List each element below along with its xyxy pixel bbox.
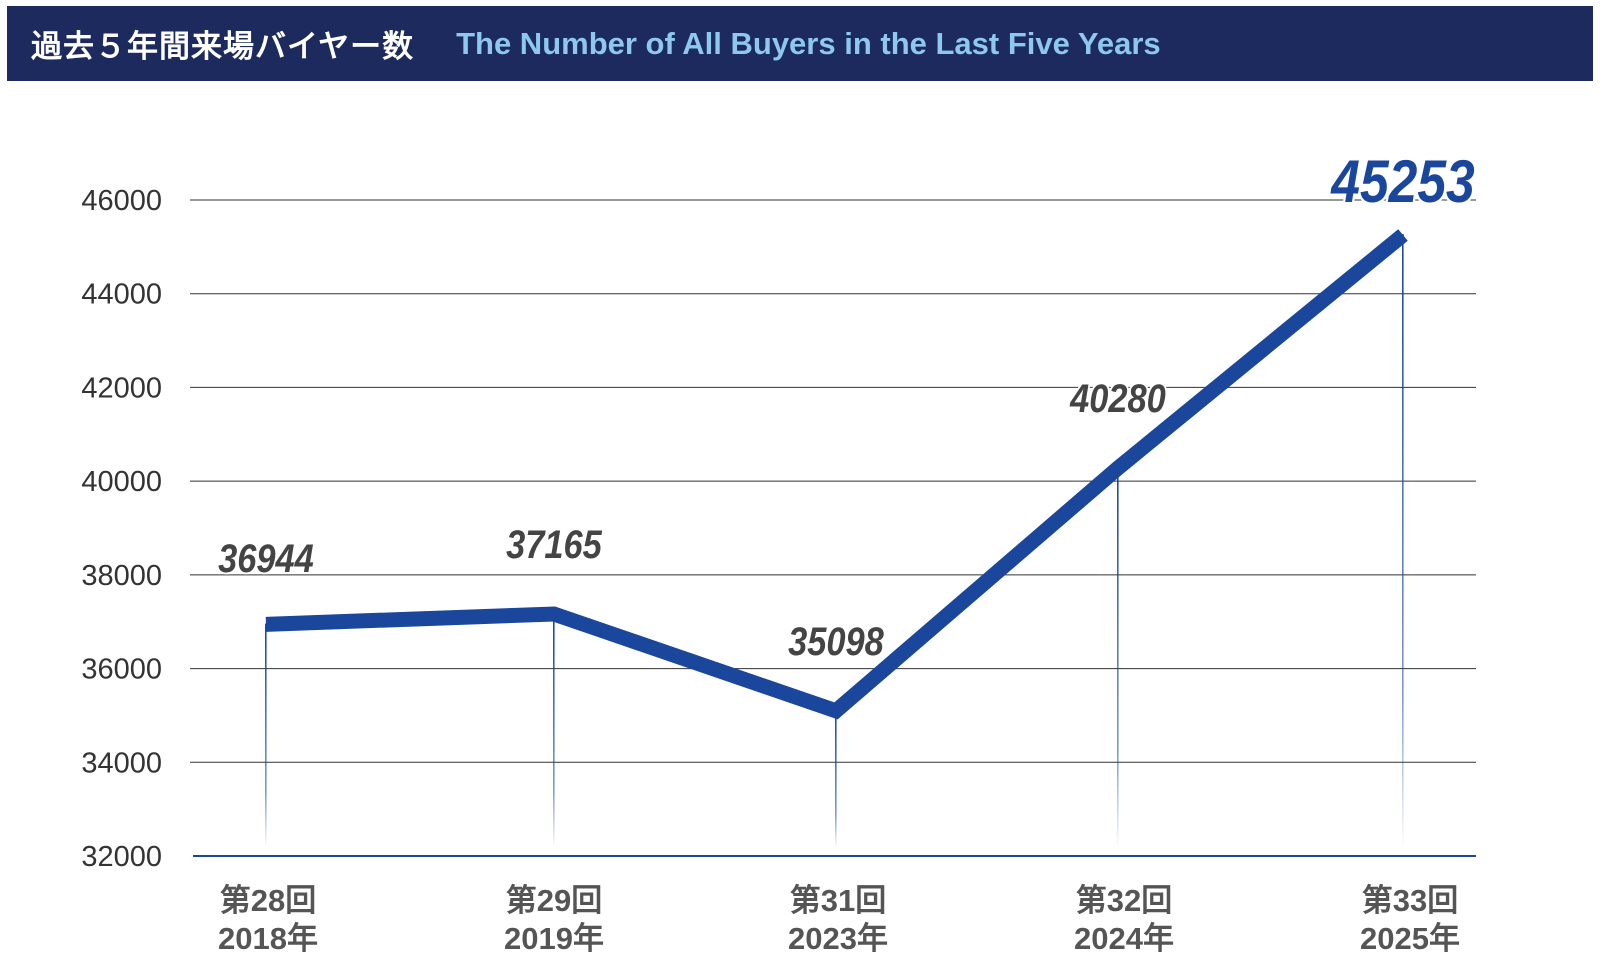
y-tick-label: 40000 xyxy=(81,466,162,498)
y-tick-label: 38000 xyxy=(81,560,162,592)
data-point xyxy=(835,709,837,712)
drop-line xyxy=(1117,468,1119,848)
x-tick-session: 第29回 xyxy=(505,883,603,918)
data-label: 35098 xyxy=(788,619,884,664)
y-tick-label: 34000 xyxy=(81,747,162,779)
drop-line xyxy=(1402,235,1404,848)
data-point xyxy=(1402,234,1404,237)
x-tick-label: 第31回 2023年 xyxy=(748,882,928,958)
y-tick-label: 42000 xyxy=(81,372,162,404)
drop-line xyxy=(265,624,267,848)
x-tick-year: 2018年 xyxy=(218,921,318,956)
data-label: 37165 xyxy=(506,522,603,567)
data-label: 36944 xyxy=(218,536,314,581)
data-point xyxy=(265,623,267,626)
x-tick-session: 第31回 xyxy=(789,883,887,918)
x-tick-year: 2019年 xyxy=(504,921,604,956)
x-tick-year: 2025年 xyxy=(1360,921,1460,956)
x-tick-label: 第32回 2024年 xyxy=(1034,882,1214,958)
y-tick-label: 36000 xyxy=(81,654,162,686)
header-title-en: The Number of All Buyers in the Last Fiv… xyxy=(456,25,1161,61)
x-tick-session: 第33回 xyxy=(1361,883,1459,918)
drop-line xyxy=(835,710,837,848)
x-tick-session: 第28回 xyxy=(219,883,317,918)
x-tick-year: 2024年 xyxy=(1074,921,1174,956)
x-tick-label: 第33回 2025年 xyxy=(1320,882,1500,958)
y-tick-label: 46000 xyxy=(81,185,162,217)
y-tick-label: 44000 xyxy=(81,279,162,311)
y-tick-label: 32000 xyxy=(81,841,162,873)
chart-header: 過去５年間来場バイヤー数 The Number of All Buyers in… xyxy=(7,6,1593,81)
x-tick-session: 第32回 xyxy=(1075,883,1173,918)
x-tick-year: 2023年 xyxy=(788,921,888,956)
data-label-highlight: 45253 xyxy=(1330,147,1474,215)
data-label: 40280 xyxy=(1069,376,1166,421)
header-title-ja: 過去５年間来場バイヤー数 xyxy=(31,29,415,64)
x-tick-label: 第29回 2019年 xyxy=(464,882,644,958)
data-point xyxy=(1117,467,1119,470)
x-tick-label: 第28回 2018年 xyxy=(178,882,358,958)
data-point xyxy=(553,612,555,615)
drop-line xyxy=(553,613,555,848)
